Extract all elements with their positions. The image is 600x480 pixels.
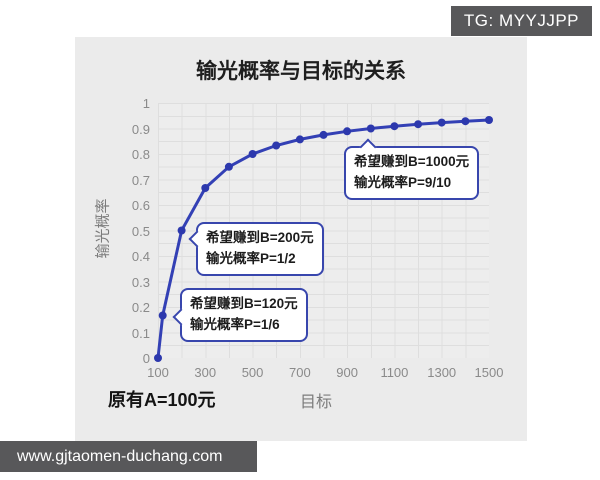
data-point-marker bbox=[437, 118, 446, 127]
chart-title: 输光概率与目标的关系 bbox=[196, 60, 406, 83]
data-point-marker bbox=[224, 162, 233, 171]
data-point-marker bbox=[461, 117, 470, 126]
data-point-marker bbox=[485, 116, 493, 124]
line-chart-svg bbox=[154, 116, 493, 362]
website-url: www.gjtaomen-duchang.com bbox=[17, 447, 223, 465]
annotation-line: 输光概率P=1/6 bbox=[190, 316, 280, 332]
y-tick-label: 0.5 bbox=[131, 223, 150, 239]
y-tick-label: 0.2 bbox=[131, 300, 150, 315]
x-tick-label: 100 bbox=[147, 365, 169, 380]
data-point-marker bbox=[201, 184, 210, 192]
data-point-marker bbox=[177, 226, 186, 235]
data-point-marker bbox=[248, 150, 257, 158]
y-tick-label: 0.7 bbox=[131, 172, 150, 188]
annotation-line: 希望赚到B=120元 bbox=[190, 296, 298, 311]
line-series bbox=[156, 118, 490, 359]
x-tick-label: 1300 bbox=[427, 365, 457, 380]
y-axis-label: 输光概率 bbox=[94, 198, 112, 259]
initial-capital-note: 原有A=100元 bbox=[108, 390, 216, 410]
y-tick-label: 0.8 bbox=[131, 147, 150, 162]
y-tick-label: 0.4 bbox=[131, 249, 150, 264]
data-point-marker bbox=[158, 311, 167, 320]
annotation-line: 希望赚到B=1000元 bbox=[354, 154, 470, 169]
x-tick-label: 700 bbox=[288, 365, 311, 380]
y-tick-label: 0.3 bbox=[131, 274, 150, 290]
annotation-line: 希望赚到B=200元 bbox=[206, 230, 314, 245]
annotation-line: 输光概率P=9/10 bbox=[354, 174, 452, 190]
y-tick-label: 1 bbox=[142, 96, 150, 111]
data-point-marker bbox=[154, 354, 162, 362]
x-axis-label: 目标 bbox=[300, 394, 333, 411]
x-tick-label: 1500 bbox=[474, 365, 504, 380]
annotation-b1000: 希望赚到B=1000元 输光概率P=9/10 bbox=[344, 138, 480, 200]
x-tick-label: 1100 bbox=[380, 365, 409, 380]
annotation-b200: 希望赚到B=200元 输光概率P=1/2 bbox=[188, 222, 324, 276]
data-point-marker bbox=[414, 120, 423, 129]
data-point-marker bbox=[366, 124, 375, 133]
y-tick-label: 0.9 bbox=[131, 121, 150, 137]
y-tick-label: 0.6 bbox=[131, 198, 150, 213]
y-tick-label: 0 bbox=[142, 351, 150, 366]
telegram-watermark-badge: TG: MYYJJPP bbox=[450, 6, 592, 36]
x-tick-label: 300 bbox=[194, 365, 217, 380]
data-point-marker bbox=[319, 130, 328, 139]
y-tick-label: 0.1 bbox=[131, 325, 150, 341]
annotation-b120: 希望赚到B=120元 输光概率P=1/6 bbox=[172, 288, 308, 342]
x-tick-label: 900 bbox=[336, 365, 358, 380]
data-point-marker bbox=[390, 122, 399, 131]
data-point-marker bbox=[295, 135, 304, 144]
website-watermark-bar: www.gjtaomen-duchang.com bbox=[0, 441, 257, 472]
data-point-marker bbox=[343, 127, 352, 136]
x-tick-label: 500 bbox=[241, 365, 264, 380]
data-point-marker bbox=[272, 141, 281, 150]
annotation-line: 输光概率P=1/2 bbox=[206, 250, 296, 266]
